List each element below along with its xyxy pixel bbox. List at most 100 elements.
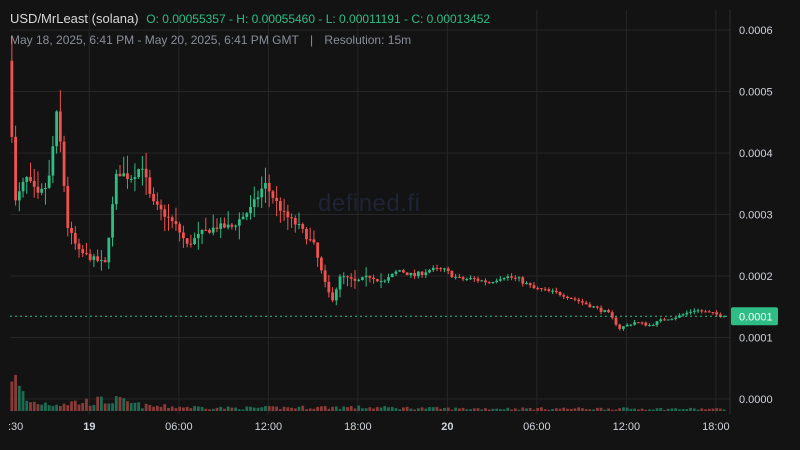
candle-body xyxy=(543,289,547,291)
candle-body xyxy=(305,228,308,240)
volume-bar xyxy=(264,406,267,411)
volume-bar xyxy=(189,408,193,411)
volume-bar xyxy=(603,409,607,411)
volume-bar xyxy=(62,403,66,411)
candle-body xyxy=(592,306,596,308)
volume-bar xyxy=(599,407,603,411)
time-axis[interactable]: :30 19 06:00 12:00 18:00 20 06:00 12:00 18:00 xyxy=(8,421,730,433)
volume-bar xyxy=(51,405,55,411)
candle-body xyxy=(140,168,144,170)
volume-bar xyxy=(107,403,111,411)
volume-bar xyxy=(719,408,722,411)
volume-bar xyxy=(592,409,596,411)
price-tick-label: 0.0006 xyxy=(739,25,773,37)
volume-bar xyxy=(96,396,100,411)
volume-bar xyxy=(484,408,487,411)
volume-bar xyxy=(275,406,279,411)
volume-bar xyxy=(402,407,405,411)
volume-bar xyxy=(502,409,506,411)
volume-bars xyxy=(10,374,726,411)
candle-body xyxy=(301,224,305,229)
volume-bar xyxy=(648,409,651,411)
volume-bar xyxy=(547,409,551,411)
watermark-logo: defined.fi xyxy=(318,190,421,217)
volume-bar xyxy=(122,398,126,411)
volume-bar xyxy=(163,404,167,411)
candle-body xyxy=(484,280,487,283)
candle-body xyxy=(137,169,141,178)
candle-body xyxy=(722,316,726,318)
candle-body xyxy=(14,136,17,201)
volume-bar xyxy=(17,385,21,411)
candle-body xyxy=(66,185,70,228)
volume-bar xyxy=(85,398,88,411)
candle-body xyxy=(361,277,364,280)
candle-body xyxy=(584,302,588,305)
volume-bar xyxy=(58,406,62,411)
legend-separator: | xyxy=(309,33,314,47)
candle-body xyxy=(655,321,659,325)
candle-body xyxy=(420,271,424,275)
volume-bar xyxy=(368,407,372,411)
candle-body xyxy=(264,182,267,189)
price-axis[interactable]: 0.0006 0.0005 0.0004 0.0003 0.0002 0.0001 0.00… xyxy=(739,25,773,406)
candle-body xyxy=(450,271,454,278)
ohlc-values: O: 0.00055357 - H: 0.00055460 - L: 0.000… xyxy=(146,12,491,26)
candle-body xyxy=(185,238,189,244)
candle-body xyxy=(215,227,219,229)
candle-body xyxy=(249,206,252,214)
candle-body xyxy=(573,298,577,300)
candle-body xyxy=(581,301,584,303)
candle-body xyxy=(275,197,279,202)
candle-body xyxy=(51,146,55,176)
volume-bar xyxy=(405,406,409,411)
candle-body xyxy=(170,217,174,222)
volume-bar xyxy=(14,374,17,411)
volume-bar xyxy=(528,408,532,411)
candle-body xyxy=(566,296,569,298)
candle-body xyxy=(85,253,88,255)
candle-body xyxy=(200,229,204,234)
volume-bar xyxy=(487,409,491,411)
volume-bar xyxy=(223,408,226,411)
volume-bar xyxy=(700,408,704,411)
volume-bar xyxy=(338,408,342,411)
volume-bar xyxy=(245,406,249,411)
volume-bar xyxy=(32,401,36,411)
volume-bar xyxy=(286,407,290,411)
candle-body xyxy=(588,304,592,308)
candle-body xyxy=(398,270,402,272)
candle-body xyxy=(379,280,383,282)
volume-bar xyxy=(480,409,484,411)
candle-body xyxy=(323,270,327,282)
volume-bar xyxy=(252,407,256,411)
candle-body xyxy=(118,173,122,177)
candle-body xyxy=(629,324,633,326)
volume-bar xyxy=(196,406,200,411)
volume-bar xyxy=(439,408,443,411)
volume-bar xyxy=(577,407,581,411)
candle-body xyxy=(282,210,286,212)
volume-bar xyxy=(140,408,144,411)
candle-body xyxy=(670,318,674,320)
volume-bar xyxy=(111,403,114,411)
volume-bar xyxy=(465,409,469,411)
candle-body xyxy=(677,315,681,318)
candle-body xyxy=(424,272,428,275)
candle-body xyxy=(558,292,562,296)
volume-bar xyxy=(666,408,670,411)
volume-bar xyxy=(461,407,465,411)
volume-bar xyxy=(241,409,245,411)
volume-bar xyxy=(670,408,674,411)
volume-bar xyxy=(521,407,525,411)
candle-body xyxy=(252,199,256,207)
candle-body xyxy=(234,225,238,227)
volume-bar xyxy=(293,408,297,411)
candle-body xyxy=(353,278,357,281)
volume-bar xyxy=(342,406,346,411)
candle-body xyxy=(394,271,398,274)
current-price-badge xyxy=(731,307,778,326)
volume-bar xyxy=(319,406,323,411)
volume-bar xyxy=(211,408,215,411)
candle-body xyxy=(342,276,346,278)
